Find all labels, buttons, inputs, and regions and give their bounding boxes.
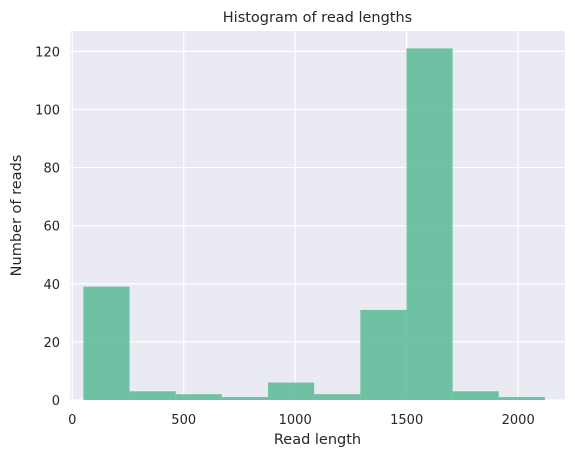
x-tick-label: 1000	[279, 413, 312, 428]
x-tick-label: 0	[68, 413, 76, 428]
y-tick-label: 20	[43, 336, 60, 351]
histogram-bar	[268, 382, 315, 400]
histogram-bar	[221, 397, 268, 400]
x-tick-label: 1500	[390, 413, 423, 428]
chart-title: Histogram of read lengths	[223, 10, 412, 26]
histogram-bar	[406, 48, 453, 400]
y-axis-title: Number of reads	[9, 155, 25, 277]
histogram-bar	[360, 309, 407, 400]
plot-background	[70, 31, 565, 400]
y-tick-label: 40	[43, 278, 60, 293]
x-axis-title: Read length	[274, 432, 361, 448]
x-tick-label: 2000	[502, 413, 535, 428]
histogram-bar	[129, 391, 176, 400]
y-tick-label: 120	[35, 45, 60, 60]
histogram-bar	[314, 394, 361, 400]
histogram-bar	[175, 394, 222, 400]
histogram-bar	[498, 397, 545, 400]
y-tick-label: 0	[52, 394, 60, 409]
histogram-bar	[83, 286, 130, 400]
histogram-bars	[83, 48, 545, 400]
x-tick-labels: 0 500 1000 1500 2000	[68, 413, 535, 428]
y-tick-labels: 0 20 40 60 80 100 120	[35, 45, 60, 409]
histogram-bar	[452, 391, 499, 400]
y-tick-label: 100	[35, 103, 60, 118]
x-tick-label: 500	[171, 413, 196, 428]
y-tick-label: 80	[43, 162, 60, 177]
y-tick-label: 60	[43, 220, 60, 235]
